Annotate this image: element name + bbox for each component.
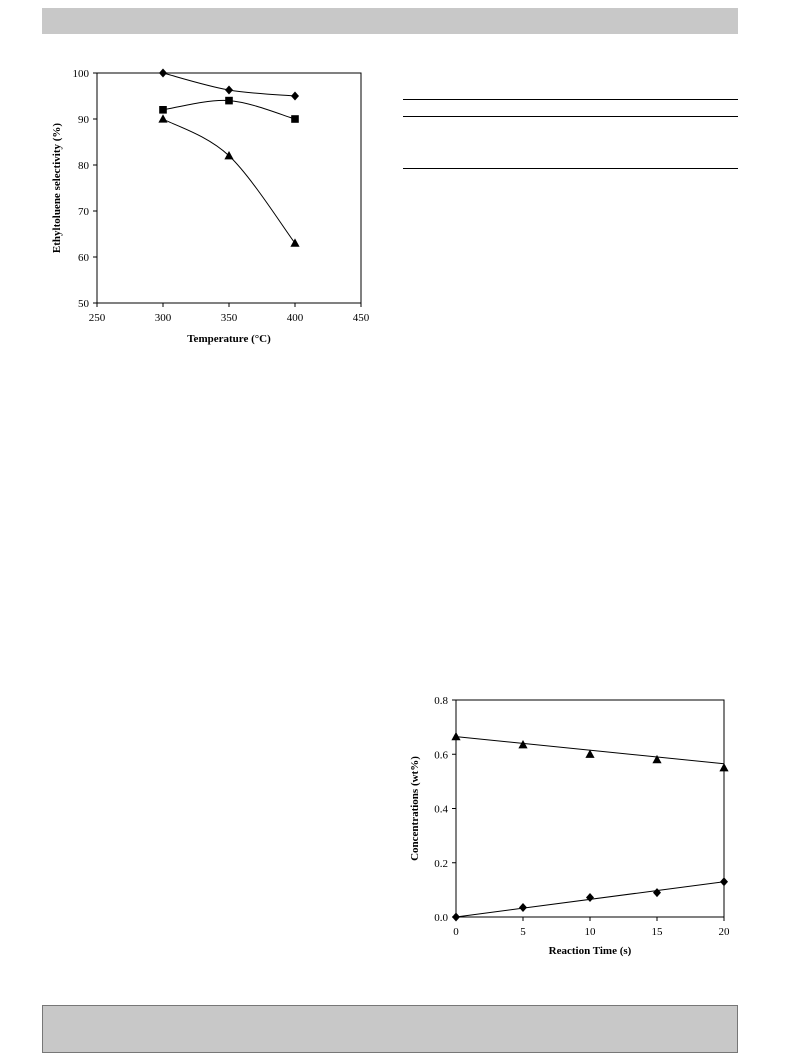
chart2-y-axis-label: Concentrations (wt%)	[409, 756, 421, 861]
chart1-x-axis-label: Temperature (°C)	[187, 333, 271, 345]
table-bottom-rule	[403, 168, 738, 169]
chart2-x-tick-label: 5	[520, 926, 526, 938]
chart2-x-axis-label: Reaction Time (s)	[549, 945, 632, 957]
chart1-y-tick-label: 50	[78, 298, 90, 310]
chart2-y-tick-label: 0.2	[434, 858, 448, 870]
chart1-series-1-point	[291, 91, 299, 101]
chart2-series-2-point	[720, 877, 728, 887]
chart2-x-tick-label: 15	[652, 926, 664, 938]
table-top-rule	[403, 99, 738, 100]
chart2-series-2-point	[519, 903, 527, 913]
chart2-series-1-point	[585, 749, 595, 758]
chart2-y-tick-label: 0.8	[434, 695, 448, 707]
chart2-series-2-point	[452, 912, 460, 922]
chart1-series-3-line	[162, 118, 296, 244]
chart2-series-1-point	[719, 763, 729, 772]
chart1-x-tick-label: 400	[287, 312, 304, 324]
chart1-x-tick-label: 350	[221, 312, 238, 324]
chart1-x-tick-label: 450	[353, 312, 370, 324]
chart1-y-tick-label: 80	[78, 160, 90, 172]
chart1-plot-frame	[96, 72, 362, 304]
chart2-x-tick-label: 0	[453, 926, 459, 938]
page-header-bar	[42, 8, 738, 34]
chart2-series-1-point	[451, 731, 461, 741]
chart1-series-3-point	[224, 151, 234, 160]
chart2-series-1-point	[518, 739, 528, 749]
chart1-y-tick-label: 90	[78, 114, 90, 126]
chart1-series-2-point	[225, 96, 233, 105]
chart2-y-tick-label: 0.6	[434, 749, 448, 761]
chart1-series-2-point	[159, 106, 167, 114]
chart1-y-axis-label: Ethyltoluene selectivity (%)	[51, 123, 63, 253]
chart2-series-1-point	[652, 754, 662, 764]
chart1-x-tick-label: 300	[155, 312, 172, 324]
chart1-series-1-point	[225, 85, 233, 95]
chart1-series-1-point	[159, 68, 167, 78]
chart2-y-tick-label: 0.4	[434, 804, 448, 816]
chart2-y-tick-label: 0.0	[434, 912, 448, 924]
chart1-series-3-point	[158, 114, 168, 123]
chart2-x-tick-label: 20	[719, 926, 731, 938]
chart2-series-2-point	[653, 888, 661, 898]
chart1-y-tick-label: 100	[73, 68, 90, 80]
chart1-y-tick-label: 70	[78, 206, 90, 218]
chart1-y-tick-label: 60	[78, 252, 90, 264]
chart2-series-2-point	[586, 892, 594, 902]
chart1-series-3-point	[290, 238, 300, 247]
page-footer-bar	[42, 1005, 738, 1053]
chart2-x-tick-label: 10	[585, 926, 597, 938]
chart1-x-tick-label: 250	[89, 312, 106, 324]
chart2-plot-frame	[455, 699, 725, 918]
chart1-series-2-point	[291, 115, 299, 123]
table-header-rule	[403, 116, 738, 117]
